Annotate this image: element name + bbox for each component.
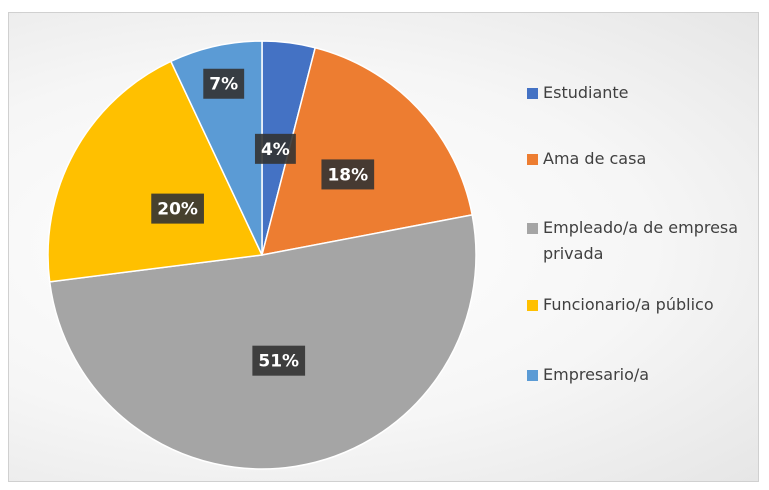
pie-slice xyxy=(48,214,477,470)
data-label-box xyxy=(151,193,204,224)
data-label: 20% xyxy=(151,193,204,224)
data-label: 4% xyxy=(254,133,296,164)
data-label: 51% xyxy=(252,345,306,376)
legend-item: Estudiante xyxy=(527,80,629,106)
legend-swatch xyxy=(527,88,538,99)
data-label: 18% xyxy=(321,159,375,190)
legend-item: Funcionario/a público xyxy=(527,292,714,318)
data-label-box xyxy=(254,133,296,164)
legend-label: Empresario/a xyxy=(543,365,650,384)
data-label-box xyxy=(252,345,306,376)
pie-slice xyxy=(260,46,474,256)
data-label: 7% xyxy=(203,68,245,99)
data-label-text: 7% xyxy=(209,75,238,95)
legend-item: Ama de casa xyxy=(527,146,646,172)
data-label-text: 4% xyxy=(261,140,290,160)
legend-swatch xyxy=(527,300,538,311)
data-label-box xyxy=(321,159,375,190)
data-label-box xyxy=(203,68,245,99)
legend-item: Empleado/a de empresa privada xyxy=(527,215,742,267)
legend-label: Ama de casa xyxy=(543,149,647,168)
data-label-text: 20% xyxy=(157,200,198,220)
legend-item: Empresario/a xyxy=(527,362,649,388)
legend-swatch xyxy=(527,223,538,234)
legend-swatch xyxy=(527,154,538,165)
pie-slice xyxy=(47,60,264,283)
legend-label: Estudiante xyxy=(543,83,629,102)
data-label-text: 18% xyxy=(327,165,368,185)
data-label-text: 51% xyxy=(258,352,299,372)
legend-swatch xyxy=(527,370,538,381)
legend-label: Funcionario/a público xyxy=(543,295,714,314)
legend-label: Empleado/a de empresa privada xyxy=(543,218,739,263)
